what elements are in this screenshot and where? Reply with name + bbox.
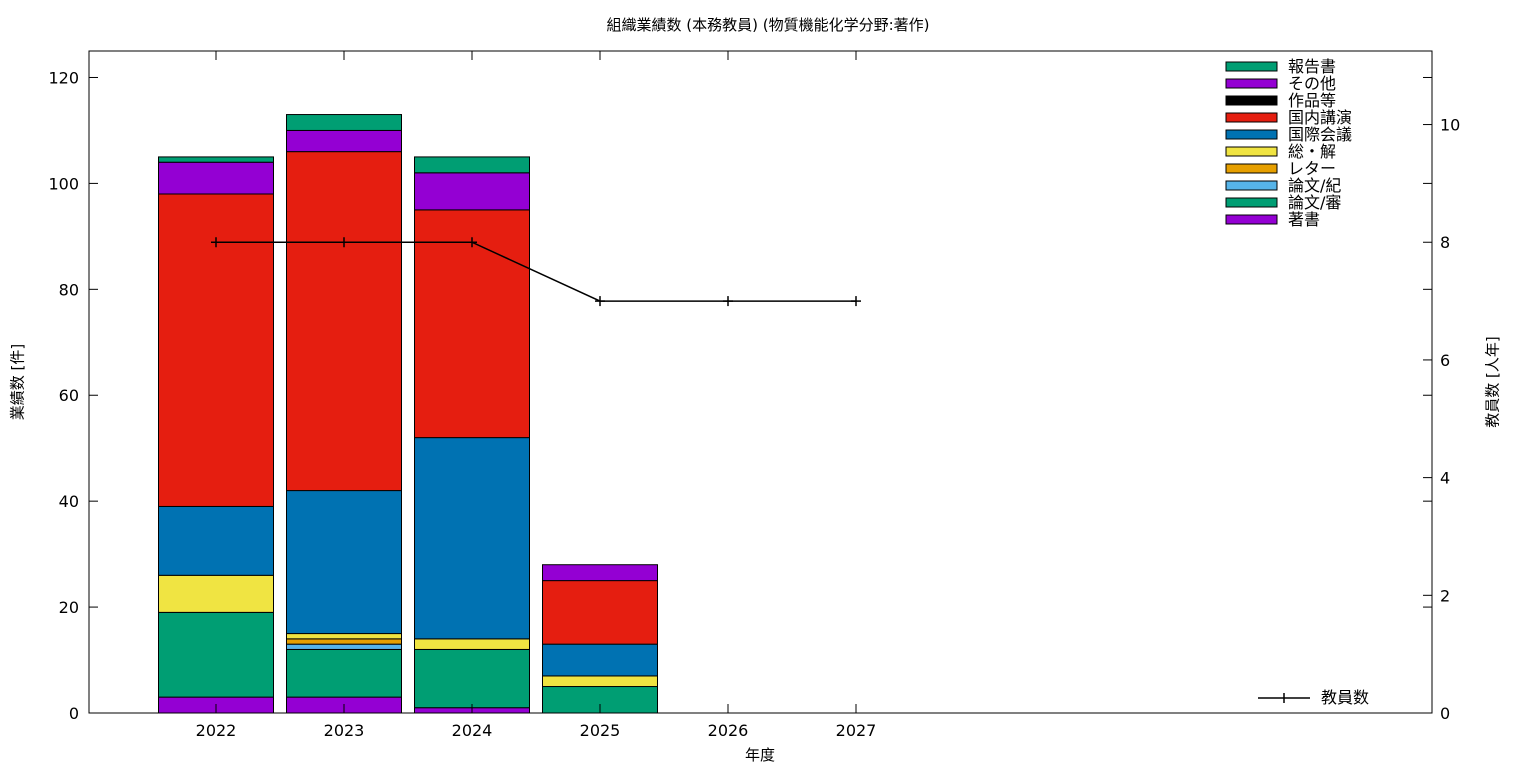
bar-segment-2024-1 bbox=[414, 648, 530, 709]
legend-label: 報告書 bbox=[1288, 57, 1336, 76]
bar-segment-2023-9 bbox=[286, 114, 402, 131]
legend-swatch bbox=[1225, 214, 1278, 225]
bar-segment-2025-6 bbox=[542, 580, 658, 645]
y-tick-label: 60 bbox=[59, 386, 79, 405]
y-tick-label: 80 bbox=[59, 280, 79, 299]
bar-segment-2022-5 bbox=[158, 505, 274, 576]
bar-segment-2024-4 bbox=[414, 638, 530, 650]
bar-segment-2022-9 bbox=[158, 156, 274, 163]
bar-segment-2023-2 bbox=[286, 643, 402, 650]
bar-segment-2023-1 bbox=[286, 648, 402, 698]
legend-swatch bbox=[1225, 61, 1278, 72]
x-tick-label: 2022 bbox=[196, 721, 237, 740]
y-tick-label: 100 bbox=[48, 174, 79, 193]
y2-tick-label: 4 bbox=[1440, 469, 1450, 488]
y2-tick-label: 8 bbox=[1440, 233, 1450, 252]
bar-segment-2022-1 bbox=[158, 611, 274, 698]
legend-label: 論文/審 bbox=[1288, 193, 1341, 212]
legend-swatch bbox=[1225, 197, 1278, 208]
legend-label: レター bbox=[1288, 159, 1336, 178]
bar-segment-2024-5 bbox=[414, 437, 530, 640]
bar-segment-2025-5 bbox=[542, 643, 658, 677]
bar-segment-2023-5 bbox=[286, 490, 402, 635]
bar-segment-2023-4 bbox=[286, 633, 402, 640]
x-tick-label: 2023 bbox=[324, 721, 365, 740]
plot-frame bbox=[88, 50, 1433, 714]
line-series-path bbox=[216, 241, 856, 302]
legend-label: 国内講演 bbox=[1288, 108, 1352, 127]
legend-label: 国際会議 bbox=[1288, 125, 1352, 144]
legend-swatch bbox=[1225, 95, 1278, 106]
legend-swatch bbox=[1225, 163, 1278, 174]
axes-layer: 0 20 40 60 80 100 120 0 2 4 6 8 10 2022 2023 2024 2025 20… bbox=[48, 50, 1460, 740]
x-tick-label: 2024 bbox=[452, 721, 493, 740]
bar-segment-2025-8 bbox=[542, 564, 658, 582]
legend-line-label: 教員数 bbox=[1321, 688, 1369, 707]
legend-swatch bbox=[1225, 129, 1278, 140]
y2-tick-label: 0 bbox=[1440, 704, 1450, 723]
legend-label: 論文/紀 bbox=[1288, 176, 1341, 195]
legend-label: その他 bbox=[1288, 74, 1336, 93]
chart-title: 組織業績数 (本務教員) (物質機能化学分野:著作) bbox=[606, 16, 930, 34]
bar-segment-2025-4 bbox=[542, 675, 658, 688]
y-tick-label: 40 bbox=[59, 492, 79, 511]
legend-swatch bbox=[1225, 146, 1278, 157]
y-tick-label: 120 bbox=[48, 68, 79, 87]
bar-segment-2022-4 bbox=[158, 574, 274, 613]
bar-segment-2023-8 bbox=[286, 129, 402, 153]
bar-segment-2023-6 bbox=[286, 151, 402, 492]
x-tick-label: 2025 bbox=[580, 721, 621, 740]
bar-segment-2024-9 bbox=[414, 156, 530, 174]
x-tick-label: 2027 bbox=[836, 721, 877, 740]
legend-swatch bbox=[1225, 78, 1278, 89]
x-axis-label: 年度 bbox=[744, 746, 775, 764]
legend-label: 著書 bbox=[1288, 210, 1320, 229]
y2-tick-label: 2 bbox=[1440, 586, 1450, 605]
legend-swatch bbox=[1225, 112, 1278, 123]
y2-tick-label: 6 bbox=[1440, 351, 1450, 370]
bar-segment-2024-8 bbox=[414, 172, 530, 211]
legend-label: 作品等 bbox=[1288, 91, 1336, 110]
y-tick-label: 20 bbox=[59, 598, 79, 617]
bars-layer bbox=[158, 114, 658, 714]
y2-tick-label: 10 bbox=[1440, 116, 1460, 135]
line-layer bbox=[211, 237, 861, 307]
y-tick-label: 0 bbox=[69, 704, 79, 723]
x-tick-label: 2026 bbox=[708, 721, 749, 740]
bar-segment-2022-8 bbox=[158, 161, 274, 195]
bar-segment-2023-3 bbox=[286, 638, 402, 645]
legend-swatch bbox=[1225, 180, 1278, 191]
bar-segment-2024-6 bbox=[414, 209, 530, 439]
legend-label: 総・解 bbox=[1288, 142, 1336, 161]
